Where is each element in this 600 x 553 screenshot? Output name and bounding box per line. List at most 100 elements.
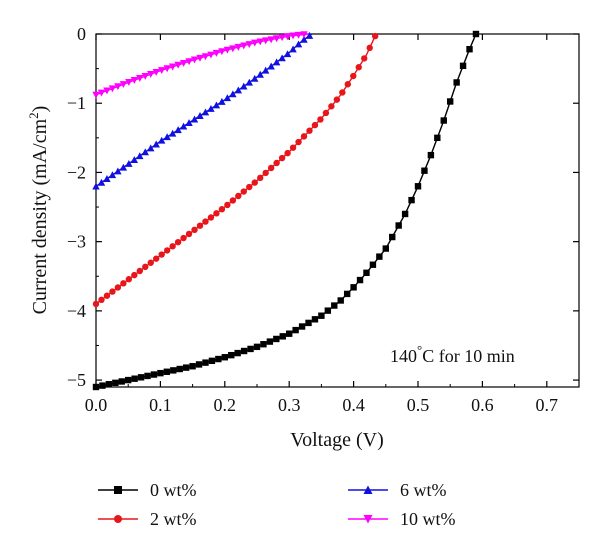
data-point (221, 354, 228, 361)
data-point (207, 214, 215, 221)
data-point (190, 56, 199, 64)
legend-marker (114, 486, 122, 494)
data-point (114, 167, 122, 175)
data-point (131, 271, 138, 279)
data-point (207, 51, 215, 59)
data-point (331, 302, 338, 309)
data-point (168, 129, 177, 137)
data-point (361, 55, 368, 62)
data-point (105, 381, 113, 388)
data-point (174, 238, 182, 246)
data-point (179, 122, 188, 130)
data-point (92, 182, 100, 190)
data-point (272, 58, 281, 66)
data-point (284, 149, 291, 157)
x-tick-label: 0.6 (471, 395, 494, 415)
y-tick-label: −4 (67, 301, 86, 321)
data-point (440, 117, 447, 124)
data-point (356, 276, 364, 284)
data-point (389, 233, 396, 241)
data-point (247, 345, 254, 353)
data-point (201, 53, 210, 61)
data-point (185, 119, 193, 127)
data-point (218, 206, 226, 213)
data-point (472, 30, 480, 38)
data-point (137, 374, 145, 381)
data-point (223, 46, 232, 54)
series-1 (92, 32, 379, 308)
data-point (228, 351, 235, 359)
data-point (279, 333, 286, 340)
data-point (283, 50, 292, 58)
data-point (191, 226, 198, 234)
data-point (212, 49, 221, 57)
data-point (109, 288, 116, 295)
data-point (189, 363, 196, 370)
data-point (207, 104, 215, 112)
data-point (273, 159, 280, 167)
data-point (434, 134, 441, 142)
x-tick-label: 0.1 (149, 395, 172, 415)
data-point (196, 54, 204, 62)
data-point (144, 372, 151, 380)
data-point (147, 259, 154, 266)
data-point (125, 159, 133, 167)
data-point (120, 280, 127, 287)
y-axis-title: Current density (mA/cm2) (26, 106, 51, 315)
data-point (262, 169, 269, 177)
data-point (195, 361, 203, 368)
data-point (136, 267, 143, 275)
data-point (157, 67, 166, 74)
data-point (215, 355, 222, 363)
data-point (267, 164, 275, 172)
data-point (119, 81, 128, 89)
data-point (300, 133, 308, 140)
annotation-rest: C for 10 min (422, 346, 515, 366)
data-point (343, 290, 351, 298)
series-2 (92, 31, 314, 190)
data-point (318, 312, 325, 319)
data-point (278, 34, 286, 42)
chart-annotation: 140°C for 10 min (390, 342, 515, 366)
data-point (414, 183, 422, 190)
data-point (251, 74, 259, 82)
plot-frame (95, 33, 580, 388)
data-point (234, 43, 243, 51)
data-point (136, 75, 144, 82)
annotation-value: 140 (390, 346, 417, 366)
data-point (382, 245, 389, 252)
data-point (235, 192, 242, 200)
x-tick-label: 0.2 (214, 395, 237, 415)
series-0 (92, 30, 480, 391)
legend-marker (363, 515, 373, 524)
x-tick-label: 0.4 (342, 395, 365, 415)
data-point (97, 178, 106, 186)
data-point (339, 89, 346, 96)
data-point (350, 284, 357, 291)
data-point (272, 35, 281, 43)
data-point (112, 379, 119, 387)
legend-marker (363, 485, 373, 494)
data-point (295, 138, 302, 146)
data-point (246, 183, 253, 191)
data-point (251, 39, 259, 47)
series-layer (92, 30, 480, 391)
data-point (147, 144, 155, 152)
data-point (103, 292, 111, 299)
data-point (251, 179, 258, 186)
data-point (125, 79, 133, 86)
data-point (333, 96, 341, 103)
data-point (208, 357, 216, 365)
data-point (240, 82, 248, 90)
legend-label: 2 wt% (150, 509, 197, 529)
data-point (240, 347, 248, 355)
data-point (289, 32, 297, 40)
data-point (300, 35, 308, 43)
legend: 0 wt% 2 wt% 6 wt% 10 wt% (98, 480, 456, 529)
data-point (131, 375, 138, 382)
data-point (150, 371, 158, 378)
data-point (103, 87, 111, 95)
data-point (141, 73, 149, 80)
data-point (118, 378, 125, 385)
